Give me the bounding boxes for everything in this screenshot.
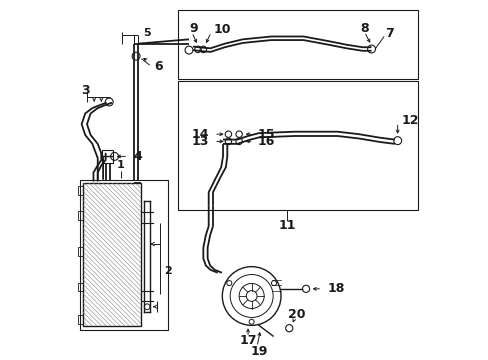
Bar bbox=[78, 315, 83, 324]
Text: 7: 7 bbox=[385, 27, 393, 40]
Bar bbox=[178, 81, 417, 210]
Text: 3: 3 bbox=[81, 84, 89, 98]
Text: 5: 5 bbox=[142, 28, 150, 38]
Text: 14: 14 bbox=[191, 128, 208, 141]
Text: 18: 18 bbox=[327, 282, 344, 295]
Text: 17: 17 bbox=[239, 334, 256, 347]
Bar bbox=[178, 10, 417, 80]
Text: 16: 16 bbox=[257, 135, 275, 148]
Bar bbox=[78, 186, 83, 195]
Bar bbox=[78, 211, 83, 220]
Text: 6: 6 bbox=[154, 60, 163, 73]
Text: 15: 15 bbox=[257, 128, 275, 141]
Bar bbox=[102, 150, 113, 163]
Bar bbox=[78, 283, 83, 291]
Text: 12: 12 bbox=[401, 114, 418, 127]
Text: 2: 2 bbox=[163, 266, 171, 276]
Text: 19: 19 bbox=[250, 345, 267, 357]
Text: 10: 10 bbox=[213, 23, 230, 36]
Text: 20: 20 bbox=[287, 308, 305, 321]
Bar bbox=[80, 180, 167, 330]
Bar bbox=[78, 247, 83, 256]
Bar bbox=[82, 183, 141, 326]
Text: 1: 1 bbox=[117, 160, 124, 170]
Text: 11: 11 bbox=[278, 219, 296, 231]
Text: 8: 8 bbox=[359, 22, 368, 36]
Text: 13: 13 bbox=[191, 135, 208, 148]
Text: 9: 9 bbox=[189, 22, 197, 35]
Text: 4: 4 bbox=[133, 150, 142, 163]
